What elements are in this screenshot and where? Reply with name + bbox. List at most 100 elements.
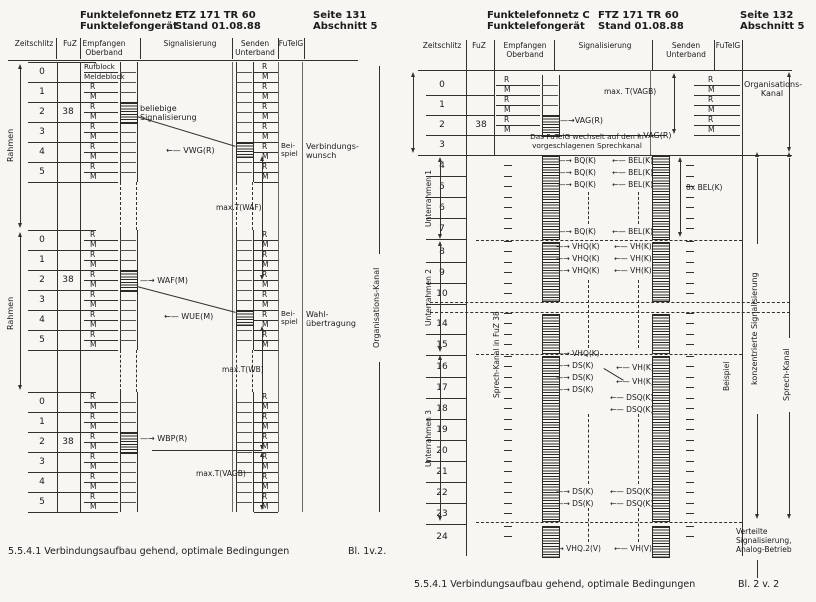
max-twb-arrow [262,329,263,447]
strip-cell-line [236,280,252,281]
annotation-max-tvagb: max. T(VAGB) [604,87,657,96]
timeslot-label: 6 [439,203,445,213]
grid-top-line [418,70,792,71]
senden-tick [686,536,694,537]
column-header: Empfangen Oberband [503,41,547,59]
senden-tick [686,313,694,314]
column-divider [232,38,233,59]
line-h [84,142,118,143]
empfangen-tick [504,377,512,378]
strip-cell-line [236,172,252,173]
column-divider [56,38,57,59]
senden-tick [686,197,694,198]
line-h [254,290,278,291]
org-kanal-label: Organisations- Kanal [744,80,803,99]
slot-boundary [28,182,96,183]
page-number: Seite 131 [313,10,367,21]
strip-cell-line [236,502,252,503]
arrowhead [259,156,264,161]
timeslot-label: 0 [39,235,45,245]
strip-cell-line [236,102,252,103]
strip-cell-line [236,112,252,113]
figure-caption: 5.5.4.1 Verbindungsaufbau gehend, optima… [8,546,290,557]
arrowhead [786,152,791,157]
timeslot-label: 3 [439,140,445,150]
senden-tick [686,241,694,242]
rm-label: M [90,172,97,181]
strip-cell-line [120,402,136,403]
empfangen-tick [504,387,512,388]
rm-label: M [90,422,97,431]
senden-tick [686,492,694,493]
line-h [254,502,278,503]
senden-tick [686,387,694,388]
fuz-value: 38 [62,275,74,285]
arrowhead [677,232,682,237]
slot-boundary [28,142,96,143]
rm-label: M [90,502,97,511]
column-line [650,70,651,155]
line-h [254,402,278,403]
strip-cell-line [236,442,252,443]
rm-label: R [90,142,96,151]
senden-tick [686,366,694,367]
doc-date: Stand 01.08.88 [598,21,684,32]
gap-dashed-line [120,182,121,230]
konz-line [757,158,758,244]
doc-org-line1: Funktelefonnetz C [487,10,590,21]
senden-tick [686,482,694,483]
page-132: Funktelefonnetz C Funktelefongerät FTZ 1… [408,0,816,602]
line-h [254,250,278,251]
timeslot-label: 3 [39,457,45,467]
beispiel-label: Beispiel [722,361,731,391]
gap-dashed-line [252,182,253,230]
annotation-vhq: —→ VHQ(K) [556,266,600,275]
gap-dashed-line [120,350,121,392]
column-divider [714,40,715,70]
strip-cell-line [236,462,252,463]
line-h [254,442,278,443]
strip-cell-line [120,300,136,301]
rm-label: R [90,412,96,421]
arrowhead [754,514,759,519]
arrowhead [259,445,264,450]
unterrahmen-arrow [440,358,441,518]
annotation-ds: —→ DS(K) [556,373,594,382]
empfangen-tick [504,536,512,537]
rm-label: M [262,482,269,491]
rm-label: M [262,502,269,511]
empfangen-tick [504,293,512,294]
timeslot-label: 22 [436,488,448,498]
strip-cell-line [236,402,252,403]
line-h [254,320,278,321]
strip-cell-line [120,172,136,173]
arrowhead [17,64,22,69]
slot-boundary [426,419,466,420]
strip-cell-line [236,492,252,493]
empfangen-tick [504,262,512,263]
rm-label: M [262,240,269,249]
line-h [84,270,118,271]
annotation-vag2: —→ VAG(R) [626,131,672,140]
rm-label: R [262,230,268,239]
column-line [494,70,495,155]
annotation-wahl: Wahl- übertragung [306,310,356,329]
column-line [302,62,303,512]
empfangen-tick [504,176,512,177]
timeslot-label: 4 [439,161,445,171]
empfangen-tick [504,272,512,273]
annotation-bel8: 8x BEL(K) [686,183,723,192]
empfangen-tick [504,283,512,284]
line-h [84,122,118,123]
rm-label: M [262,92,269,101]
rm-label: R [262,492,268,501]
strip-cell-line [120,492,136,493]
strip-cell-line [236,482,252,483]
senden-tick [686,461,694,462]
rm-label: M [262,112,269,121]
timeslot-label: 17 [436,383,448,393]
empfangen-tick [504,218,512,219]
channel-switch-line [418,155,792,156]
slot-boundary [28,230,96,231]
rm-label: R [262,142,268,151]
